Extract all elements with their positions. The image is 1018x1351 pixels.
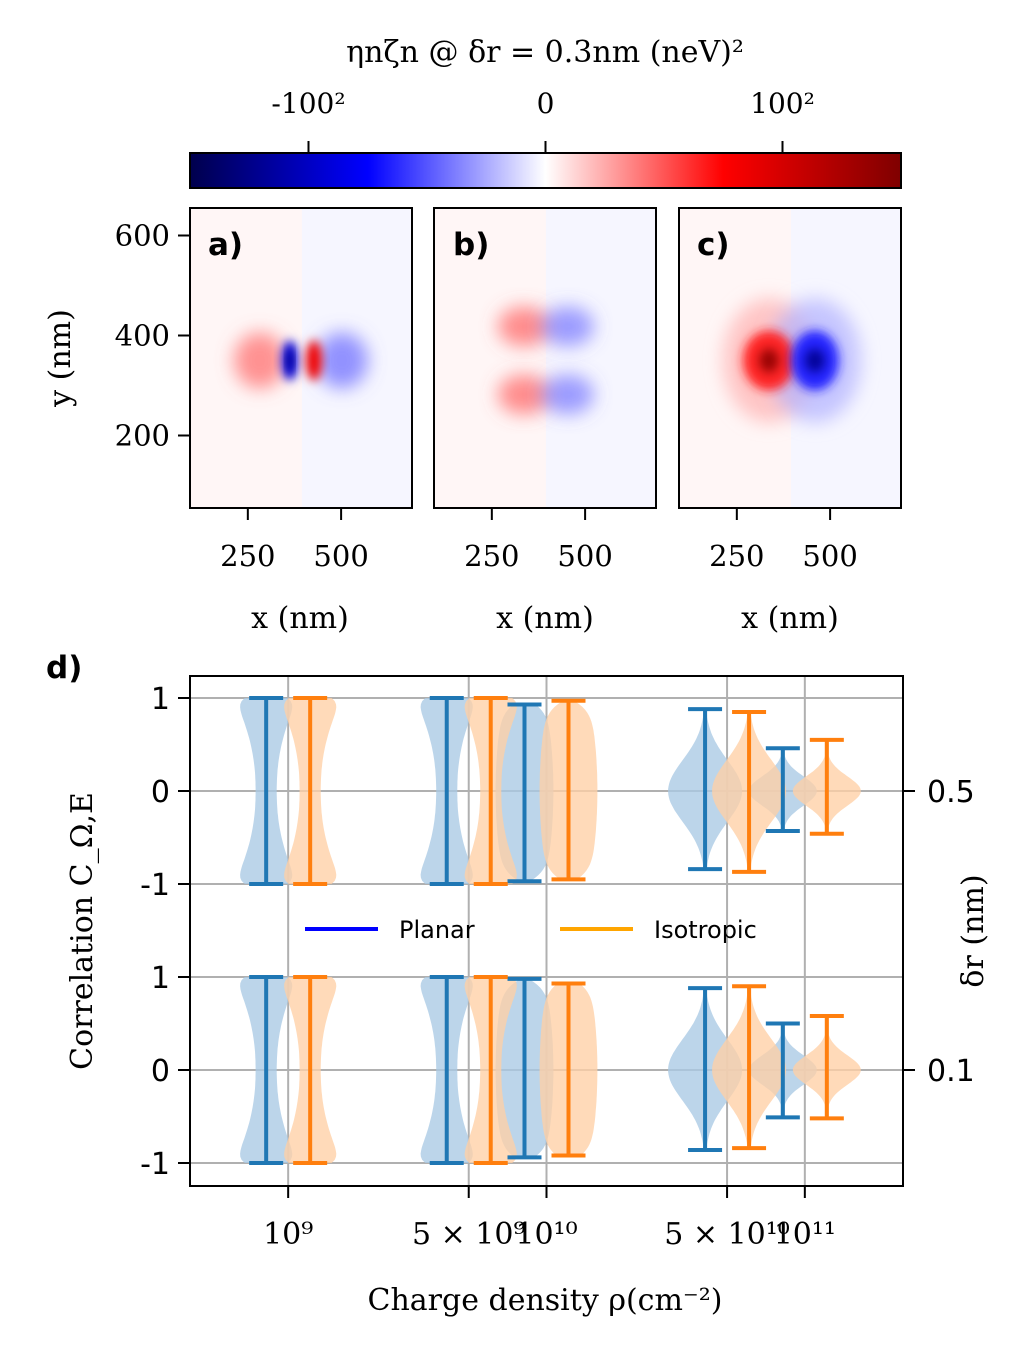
right-tick-label: 0.1 (927, 1054, 975, 1089)
x-tick-label: 10⁹ (263, 1217, 313, 1252)
field-background-positive (434, 208, 546, 508)
map-a-x-label: x (nm) (251, 601, 349, 636)
y-tick-label: 0 (151, 775, 170, 810)
map-b-x-label: x (nm) (496, 601, 594, 636)
map-a-frame (189, 207, 413, 509)
violin-panel-tag: d) (46, 650, 82, 686)
colorbar-tick-label: 100² (750, 87, 815, 120)
map-x-tick-label: 500 (313, 539, 368, 573)
map-x-tick-label: 500 (802, 539, 857, 573)
field-lobe (804, 348, 825, 373)
map-x-tick-label: 250 (220, 539, 275, 573)
field-lobe (541, 374, 594, 415)
field-lobe (286, 348, 293, 373)
colorbar-tick-label: 0 (537, 87, 555, 120)
colorbar-title: ηnζn @ δr = 0.3nm (neV)² (346, 35, 744, 70)
field-lobe (497, 374, 550, 415)
map-panel-c: c) (678, 207, 902, 509)
map-y-label: y (nm) (43, 309, 78, 408)
y-tick-label: -1 (140, 1147, 170, 1182)
map-x-tick-label: 500 (557, 539, 612, 573)
colorbar-gradient (189, 152, 902, 189)
x-tick-label: 10¹¹ (774, 1217, 836, 1252)
x-tick-label: 5 × 10¹⁰ (664, 1217, 790, 1252)
map-axes: 250 500 250 500 250 500 200 400 600 (115, 219, 858, 574)
map-x-tick-label: 250 (464, 539, 519, 573)
right-tick-label: 0.5 (927, 775, 975, 810)
colorbar-ticks: -100² 0 100² (271, 87, 815, 153)
field-lobe (541, 306, 594, 347)
map-a-tag: a) (208, 227, 243, 263)
violins (240, 696, 861, 1165)
legend-label: Isotropic (654, 916, 757, 944)
field-lobe (233, 332, 286, 389)
map-panel-a: a) (189, 207, 413, 509)
map-a-field (190, 208, 412, 508)
map-c-x-label: x (nm) (741, 601, 839, 636)
map-c-tag: c) (697, 227, 730, 263)
map-y-tick-label: 400 (115, 319, 170, 353)
colorbar-tick-label: -100² (271, 87, 345, 120)
field-lobe (758, 348, 779, 373)
y-tick-label: 0 (151, 1054, 170, 1089)
map-x-tick-label: 250 (709, 539, 764, 573)
y-tick-label: 1 (151, 682, 170, 717)
field-lobe (497, 306, 550, 347)
field-lobe (305, 340, 322, 381)
legend-label: Planar (399, 916, 475, 944)
map-b-field (434, 208, 656, 508)
colorbar: ηnζn @ δr = 0.3nm (neV)² -100² 0 100² (189, 35, 902, 189)
field-lobe (315, 332, 368, 389)
field-background-negative (545, 208, 656, 508)
map-b-frame (433, 207, 657, 509)
legend: Planar Isotropic (305, 916, 757, 944)
map-c-frame (678, 207, 902, 509)
violin-right-label: δr (nm) (956, 874, 991, 987)
map-c-field (679, 208, 901, 508)
map-b-tag: b) (453, 227, 489, 263)
violin-y-label: Correlation C_Ω,E (65, 792, 100, 1070)
x-tick-label: 10¹⁰ (515, 1217, 577, 1252)
map-y-tick-label: 600 (115, 219, 170, 253)
violin-x-label: Charge density ρ(cm⁻²) (368, 1283, 723, 1318)
y-tick-label: 1 (151, 961, 170, 996)
map-y-tick-label: 200 (115, 419, 170, 453)
map-panel-b: b) (433, 207, 657, 509)
y-tick-label: -1 (140, 868, 170, 903)
x-tick-label: 5 × 10⁹ (412, 1217, 526, 1252)
